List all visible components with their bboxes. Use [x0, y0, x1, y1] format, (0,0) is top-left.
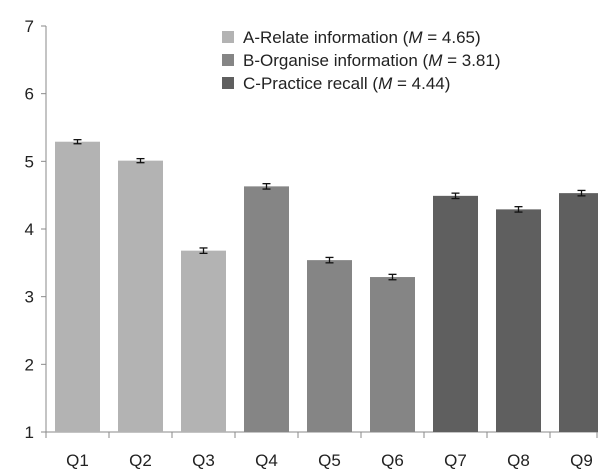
legend-swatch — [222, 54, 234, 66]
legend-swatch — [222, 77, 234, 89]
y-tick-label: 4 — [25, 220, 34, 239]
x-tick-label: Q8 — [507, 451, 530, 470]
legend-label-stat: M — [378, 74, 393, 93]
x-tick-label: Q9 — [570, 451, 593, 470]
bar — [244, 186, 289, 432]
bar — [433, 195, 478, 432]
legend-label-stat: M — [428, 51, 443, 70]
bar — [181, 250, 226, 432]
legend-label: B-Organise information (M = 3.81) — [243, 51, 500, 70]
y-tick-label: 6 — [25, 85, 34, 104]
x-tick-label: Q3 — [192, 451, 215, 470]
bar — [118, 160, 163, 432]
legend-label-prefix: A-Relate information ( — [243, 28, 409, 47]
bar — [370, 277, 415, 432]
legend-label: C-Practice recall (M = 4.44) — [243, 74, 450, 93]
legend-label: A-Relate information (M = 4.65) — [243, 28, 481, 47]
x-tick-label: Q5 — [318, 451, 341, 470]
x-tick-label: Q1 — [66, 451, 89, 470]
x-tick-label: Q6 — [381, 451, 404, 470]
legend-label-prefix: B-Organise information ( — [243, 51, 429, 70]
y-tick-label: 2 — [25, 355, 34, 374]
legend-swatch — [222, 31, 234, 43]
x-axis: Q1 Q2 Q3 Q4 Q5 Q6 Q7 Q8 Q9 — [45, 431, 598, 470]
legend-label-suffix: = 4.65) — [423, 28, 481, 47]
bars — [55, 139, 598, 432]
x-tick-label: Q2 — [129, 451, 152, 470]
y-tick-label: 7 — [25, 17, 34, 36]
legend-label-stat: M — [408, 28, 423, 47]
y-tick-label: 5 — [25, 152, 34, 171]
bar — [55, 141, 100, 432]
legend-label-suffix: = 3.81) — [442, 51, 500, 70]
legend: A-Relate information (M = 4.65)B-Organis… — [222, 28, 500, 93]
legend-label-suffix: = 4.44) — [392, 74, 450, 93]
bar — [559, 193, 598, 432]
y-tick-label: 3 — [25, 288, 34, 307]
x-tick-label: Q4 — [255, 451, 278, 470]
y-axis: 1 2 3 4 5 6 7 — [25, 17, 47, 442]
bar — [496, 209, 541, 432]
x-tick-label: Q7 — [444, 451, 467, 470]
legend-label-prefix: C-Practice recall ( — [243, 74, 378, 93]
bar — [307, 260, 352, 432]
y-tick-label: 1 — [25, 423, 34, 442]
